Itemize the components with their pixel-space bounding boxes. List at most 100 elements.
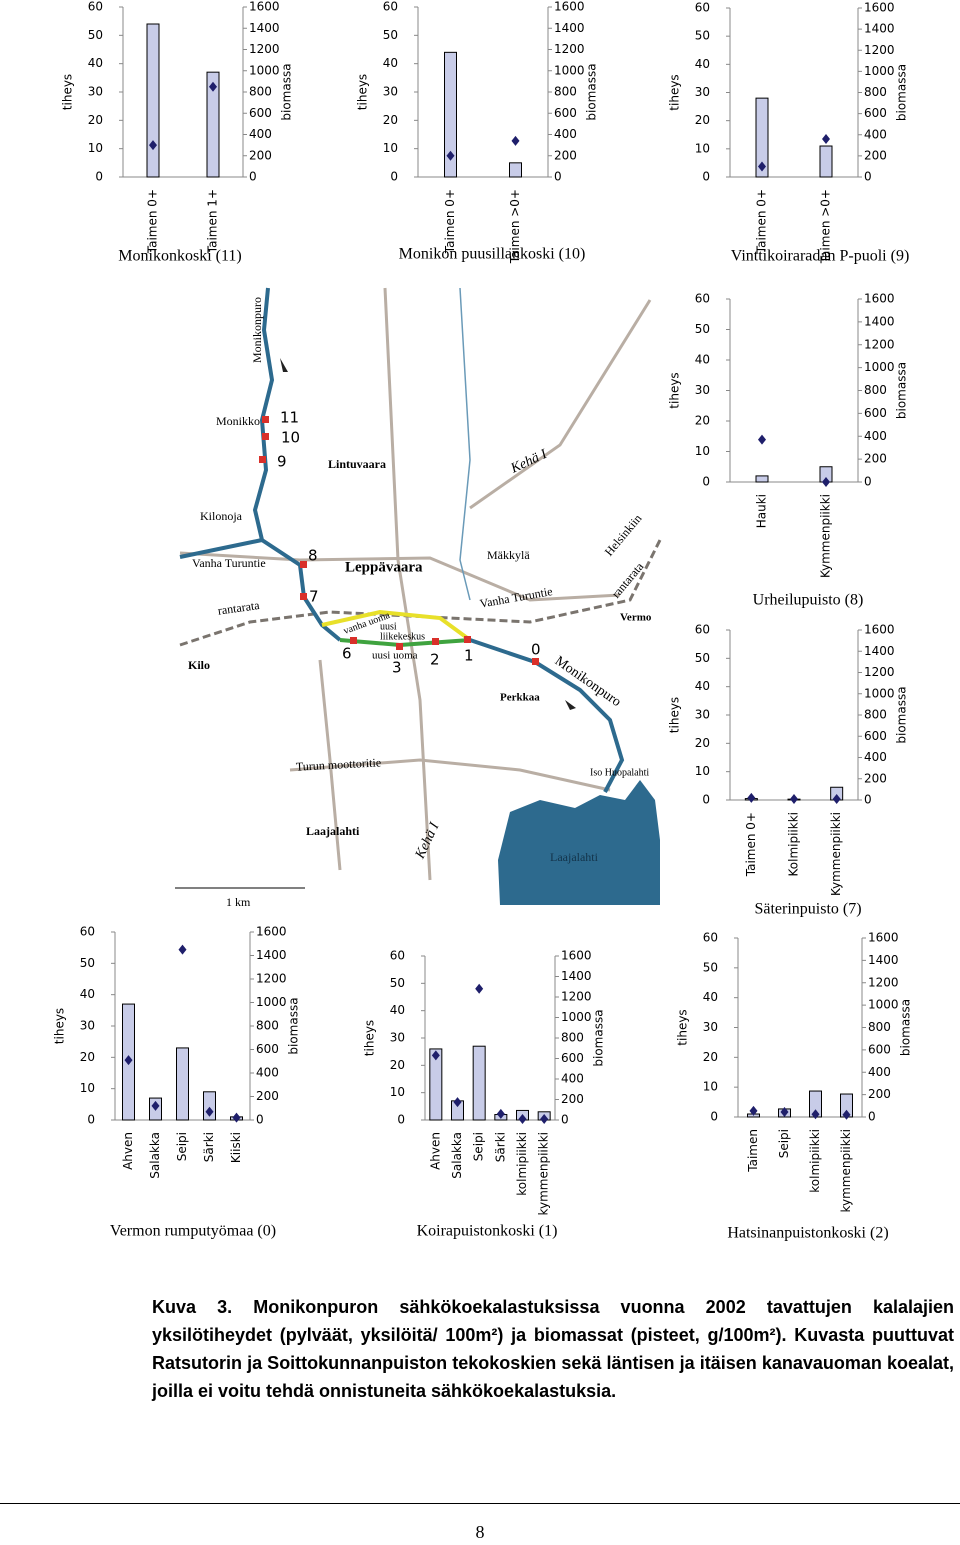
y2-tick-label: 1400 <box>249 21 280 35</box>
y2-tick-label: 800 <box>256 1019 279 1033</box>
y-tick-label: 60 <box>80 925 95 939</box>
y2-tick-label: 600 <box>561 1051 584 1065</box>
y2-tick-label: 1400 <box>864 22 895 36</box>
y2-tick-label: 1600 <box>561 949 592 963</box>
y2-tick-label: 800 <box>864 708 887 722</box>
map-label: Helsinkiin <box>602 511 645 558</box>
bar <box>819 145 833 178</box>
y-tick-label: 40 <box>695 679 710 693</box>
bar <box>429 1048 443 1121</box>
y2-tick-label: 1400 <box>864 644 895 658</box>
point <box>811 1109 820 1120</box>
y2-tick-label: 400 <box>868 1065 891 1079</box>
y2-axis-label: biomassa <box>895 64 909 121</box>
bar <box>755 475 769 483</box>
y2-tick-label: 1200 <box>561 990 592 1004</box>
point <box>790 793 798 804</box>
y2-tick-label: 0 <box>554 170 562 184</box>
bar <box>206 71 220 178</box>
point <box>747 792 756 803</box>
y-tick-label: 20 <box>390 1058 405 1072</box>
y-tick-label: 10 <box>383 141 398 155</box>
x-tick-label: Kymmenpiikki <box>829 812 843 896</box>
y2-tick-label: 800 <box>864 85 887 99</box>
y-tick-label: 10 <box>80 1081 95 1095</box>
y2-tick-label: 0 <box>868 1110 876 1124</box>
y2-tick-label: 1200 <box>554 42 585 56</box>
map-label: Turun moottoritie <box>296 755 382 773</box>
chart-title: Koirapuistonkoski (1) <box>417 1223 558 1240</box>
point <box>780 1106 789 1117</box>
y2-tick-label: 1000 <box>864 686 895 700</box>
y-axis-label: tiheys <box>61 74 75 110</box>
point <box>431 1050 440 1061</box>
x-tick-label: Taimen 0+ <box>146 189 160 254</box>
brook <box>459 287 471 601</box>
y-tick-label: 30 <box>695 85 710 99</box>
point <box>124 1055 133 1066</box>
y-tick-label: 60 <box>695 292 710 306</box>
bar <box>472 1045 486 1121</box>
y2-tick-label: 1200 <box>864 337 895 351</box>
y2-tick-label: 600 <box>864 406 887 420</box>
point <box>209 81 217 92</box>
y-axis-label: tiheys <box>53 1008 67 1044</box>
map-label: 0 <box>531 641 541 659</box>
point <box>511 135 520 146</box>
map-label: Lintuvaara <box>328 457 386 471</box>
map-label: Iso Huopalahti <box>590 767 649 778</box>
y2-tick-label: 600 <box>864 106 887 120</box>
y-tick-label: 40 <box>383 56 398 70</box>
point <box>151 1100 160 1111</box>
x-tick-label: kolmipiikki <box>515 1132 529 1196</box>
y2-tick-label: 200 <box>256 1089 279 1103</box>
x-tick-label: Ahven <box>428 1132 442 1170</box>
y-tick-label: 50 <box>88 28 103 42</box>
y-tick-label: 20 <box>695 113 710 127</box>
map-label: 11 <box>280 409 299 427</box>
y2-tick-label: 0 <box>864 475 872 489</box>
y-tick-label: 60 <box>88 0 103 14</box>
y2-tick-label: 1200 <box>864 43 895 57</box>
map-label: Perkkaa <box>500 692 540 704</box>
map-label: 1 km <box>226 895 251 909</box>
y-tick-label: 50 <box>80 956 95 970</box>
y2-tick-label: 1200 <box>868 975 899 989</box>
point <box>232 1112 241 1123</box>
map-label: Monikko <box>216 414 260 428</box>
y-tick-label: 10 <box>695 444 710 458</box>
x-tick-label: Kymmenpiikki <box>819 494 833 578</box>
flow-arrow <box>565 700 576 710</box>
y2-tick-label: 1200 <box>256 972 287 986</box>
map-label: 6 <box>342 645 352 663</box>
point <box>496 1108 505 1119</box>
y2-tick-label: 400 <box>561 1072 584 1086</box>
y2-tick-label: 1000 <box>864 360 895 374</box>
point <box>832 793 841 804</box>
y-tick-label: 40 <box>80 987 95 1001</box>
y-tick-label: 30 <box>703 1020 718 1034</box>
x-tick-label: Salakka <box>450 1132 464 1179</box>
y-tick-label: 30 <box>383 85 398 99</box>
point <box>446 150 455 161</box>
y2-tick-label: 1400 <box>561 969 592 983</box>
map-label: 9 <box>277 453 287 471</box>
y2-tick-label: 800 <box>864 383 887 397</box>
y-tick-label: 0 <box>702 475 710 489</box>
point <box>518 1113 527 1124</box>
y2-tick-label: 1000 <box>868 998 899 1012</box>
bar <box>444 51 457 178</box>
map-label: Mäkkylä <box>487 548 530 562</box>
y-tick-label: 50 <box>390 976 405 990</box>
y2-tick-label: 200 <box>864 452 887 466</box>
y-tick-label: 60 <box>695 1 710 15</box>
chart-title: Monikonkoski (11) <box>118 248 241 265</box>
chart-title: Urheilupuisto (8) <box>753 592 864 609</box>
x-tick-label: Seipi <box>777 1129 791 1158</box>
y-tick-label: 0 <box>397 1113 405 1127</box>
y-axis-label: tiheys <box>668 372 682 408</box>
x-tick-label: kymmenpiikki <box>839 1129 853 1213</box>
y2-tick-label: 1600 <box>554 0 585 14</box>
old-channel <box>321 609 472 642</box>
y2-axis-label: biomassa <box>592 1009 606 1066</box>
